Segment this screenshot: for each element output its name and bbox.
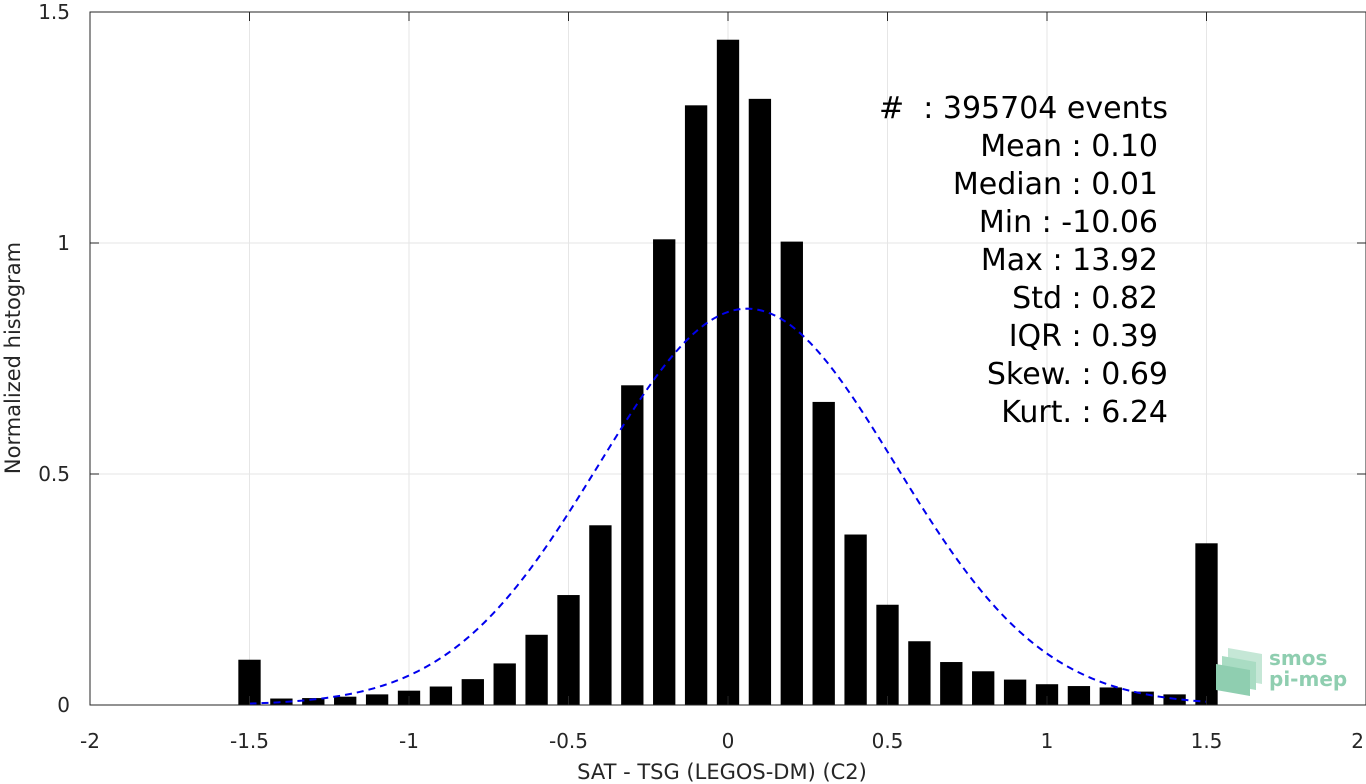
bar-12 bbox=[621, 385, 644, 705]
x-tick-label-1: -1.5 bbox=[230, 729, 269, 753]
x-tick-label-0: -2 bbox=[80, 729, 100, 753]
stat-std: Std : 0.82 bbox=[1012, 281, 1158, 316]
bar-17 bbox=[780, 241, 803, 705]
stat-mean: Mean : 0.10 bbox=[980, 129, 1158, 164]
bar-2 bbox=[302, 698, 325, 705]
bar-11 bbox=[589, 525, 612, 705]
bar-6 bbox=[429, 686, 453, 705]
x-tick-label-4: 0 bbox=[722, 729, 735, 753]
bar-1 bbox=[270, 698, 293, 705]
x-tick-label-6: 1 bbox=[1041, 729, 1054, 753]
bar-22 bbox=[940, 662, 963, 705]
y-tick-labels: 0 0.5 1 1.5 bbox=[38, 0, 70, 717]
bar-25 bbox=[1035, 684, 1059, 705]
y-axis-label: Normalized histogram bbox=[1, 242, 25, 474]
bar-14 bbox=[684, 105, 708, 706]
bar-0 bbox=[238, 659, 261, 705]
bar-4 bbox=[365, 694, 389, 705]
logo-layers-icon bbox=[1216, 648, 1262, 696]
bar-20 bbox=[876, 604, 899, 705]
x-tick-label-7: 1.5 bbox=[1191, 729, 1223, 753]
bar-23 bbox=[972, 671, 995, 705]
x-tick-label-5: 0.5 bbox=[872, 729, 904, 753]
stat-median: Median : 0.01 bbox=[953, 167, 1158, 202]
bar-8 bbox=[493, 663, 516, 705]
bar-9 bbox=[525, 634, 548, 705]
axis-ticks bbox=[89, 11, 1366, 706]
y-tick-label-1: 0.5 bbox=[38, 462, 70, 486]
bar-27 bbox=[1099, 687, 1122, 705]
y-tick-label-2: 1 bbox=[57, 231, 70, 255]
bar-7 bbox=[461, 679, 484, 705]
bar-10 bbox=[557, 595, 580, 705]
bar-series bbox=[238, 39, 1218, 706]
y-tick-label-0: 0 bbox=[57, 693, 70, 717]
stats-box: # : 395704 events Mean : 0.10 Median : 0… bbox=[879, 91, 1168, 430]
stat-kurt: Kurt. : 6.24 bbox=[1001, 395, 1168, 430]
bar-16 bbox=[748, 98, 772, 705]
bar-13 bbox=[653, 239, 676, 705]
bar-15 bbox=[716, 39, 740, 706]
bar-18 bbox=[812, 401, 835, 705]
x-tick-label-3: -0.5 bbox=[549, 729, 588, 753]
bar-3 bbox=[334, 696, 357, 705]
stat-max: Max : 13.92 bbox=[981, 243, 1158, 278]
stat-min: Min : -10.06 bbox=[979, 205, 1158, 240]
x-axis-label: SAT - TSG (LEGOS-DM) (C2) bbox=[577, 760, 867, 784]
smos-pimep-logo: smos pi-mep bbox=[1216, 646, 1347, 696]
bar-19 bbox=[844, 534, 867, 705]
stat-iqr: IQR : 0.39 bbox=[1009, 319, 1158, 354]
stat-events: # : 395704 events bbox=[879, 91, 1168, 126]
logo-text-smos: smos bbox=[1269, 646, 1327, 670]
normal-fit-curve bbox=[249, 307, 1207, 705]
bar-21 bbox=[908, 641, 931, 705]
x-tick-label-8: 2 bbox=[1351, 729, 1364, 753]
bar-30 bbox=[1195, 543, 1218, 705]
bar-26 bbox=[1067, 686, 1091, 705]
bar-28 bbox=[1131, 691, 1154, 705]
logo-text-pimep: pi-mep bbox=[1269, 667, 1347, 691]
y-tick-label-3: 1.5 bbox=[38, 0, 70, 24]
bar-24 bbox=[1003, 679, 1027, 705]
stat-skew: Skew. : 0.69 bbox=[987, 357, 1168, 392]
x-tick-label-2: -1 bbox=[399, 729, 419, 753]
x-tick-labels: -2 -1.5 -1 -0.5 0 0.5 1 1.5 2 bbox=[80, 729, 1364, 753]
